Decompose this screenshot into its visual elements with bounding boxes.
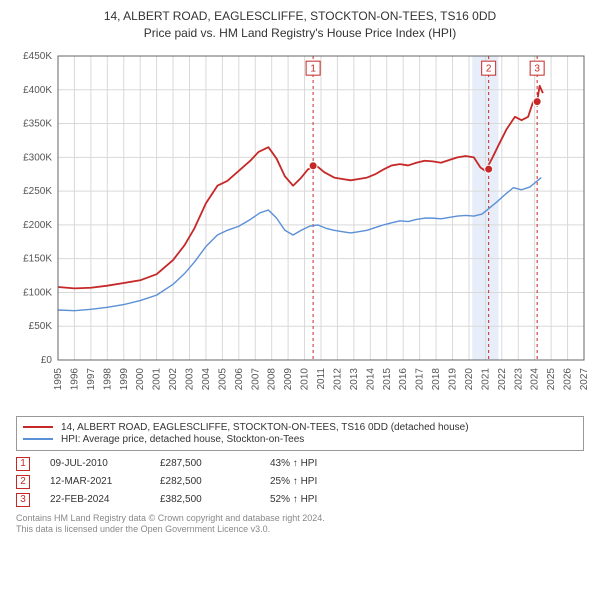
legend-label: 14, ALBERT ROAD, EAGLESCLIFFE, STOCKTON-…	[61, 422, 469, 433]
svg-text:2001: 2001	[152, 367, 163, 390]
svg-text:2027: 2027	[579, 367, 590, 390]
event-marker: 1	[16, 457, 30, 471]
title-block: 14, ALBERT ROAD, EAGLESCLIFFE, STOCKTON-…	[8, 8, 592, 42]
svg-text:£150K: £150K	[23, 253, 52, 264]
chart-area: £0 £50K £100K £150K £200K £250K £300K £350K £400…	[8, 50, 592, 410]
svg-text:2006: 2006	[234, 367, 245, 390]
event-price: £282,500	[160, 476, 270, 487]
event-marker: 2	[16, 475, 30, 489]
svg-text:1998: 1998	[102, 367, 113, 390]
svg-text:2019: 2019	[448, 367, 459, 390]
chart-svg: £0 £50K £100K £150K £200K £250K £300K £350K £400…	[8, 50, 592, 410]
svg-text:2020: 2020	[464, 367, 475, 390]
svg-text:1: 1	[310, 63, 316, 74]
svg-text:£100K: £100K	[23, 287, 52, 298]
event-row: 2 12-MAR-2021£282,50025% ↑ HPI	[16, 475, 584, 489]
svg-text:£450K: £450K	[23, 51, 52, 62]
svg-text:£250K: £250K	[23, 186, 52, 197]
chart-container: 14, ALBERT ROAD, EAGLESCLIFFE, STOCKTON-…	[0, 0, 600, 540]
event-hpi: 52% ↑ HPI	[270, 494, 390, 505]
event-date: 12-MAR-2021	[50, 476, 160, 487]
event-price: £382,500	[160, 494, 270, 505]
svg-text:2018: 2018	[431, 367, 442, 390]
svg-text:2012: 2012	[332, 367, 343, 390]
legend-label: HPI: Average price, detached house, Stoc…	[61, 434, 304, 445]
svg-text:1996: 1996	[69, 367, 80, 390]
event-price: £287,500	[160, 458, 270, 469]
svg-text:2011: 2011	[316, 367, 327, 389]
svg-text:2015: 2015	[382, 367, 393, 390]
svg-text:1999: 1999	[119, 367, 130, 390]
events-table: 1 09-JUL-2010£287,50043% ↑ HPI 2 12-MAR-202…	[16, 457, 584, 507]
svg-text:2003: 2003	[185, 367, 196, 390]
legend-swatch	[23, 438, 53, 440]
svg-text:2010: 2010	[300, 367, 311, 390]
svg-text:2026: 2026	[563, 367, 574, 390]
event-row: 3 22-FEB-2024£382,50052% ↑ HPI	[16, 493, 584, 507]
svg-text:2008: 2008	[267, 367, 278, 390]
svg-text:2: 2	[486, 63, 492, 74]
svg-text:£300K: £300K	[23, 152, 52, 163]
svg-text:2016: 2016	[398, 367, 409, 390]
footer-line-1: Contains HM Land Registry data © Crown c…	[16, 513, 584, 525]
svg-text:£0: £0	[41, 355, 53, 366]
svg-text:2024: 2024	[530, 367, 541, 390]
footer-line-2: This data is licensed under the Open Gov…	[16, 524, 584, 536]
svg-text:2013: 2013	[349, 367, 360, 390]
legend-swatch	[23, 426, 53, 428]
legend-row: HPI: Average price, detached house, Stoc…	[23, 434, 577, 445]
event-hpi: 43% ↑ HPI	[270, 458, 390, 469]
svg-text:£350K: £350K	[23, 118, 52, 129]
svg-text:2002: 2002	[168, 367, 179, 390]
svg-text:2021: 2021	[480, 367, 491, 390]
event-row: 1 09-JUL-2010£287,50043% ↑ HPI	[16, 457, 584, 471]
event-date: 09-JUL-2010	[50, 458, 160, 469]
title-line-1: 14, ALBERT ROAD, EAGLESCLIFFE, STOCKTON-…	[8, 8, 592, 25]
svg-text:2022: 2022	[497, 367, 508, 390]
svg-text:1997: 1997	[86, 367, 97, 390]
svg-text:2000: 2000	[135, 367, 146, 390]
svg-text:2017: 2017	[415, 367, 426, 390]
legend-row: 14, ALBERT ROAD, EAGLESCLIFFE, STOCKTON-…	[23, 422, 577, 433]
footer-attribution: Contains HM Land Registry data © Crown c…	[16, 513, 584, 536]
event-hpi: 25% ↑ HPI	[270, 476, 390, 487]
event-date: 22-FEB-2024	[50, 494, 160, 505]
svg-text:2014: 2014	[365, 367, 376, 390]
svg-text:£50K: £50K	[29, 321, 53, 332]
legend: 14, ALBERT ROAD, EAGLESCLIFFE, STOCKTON-…	[16, 416, 584, 451]
svg-text:2004: 2004	[201, 367, 212, 390]
svg-text:3: 3	[534, 63, 540, 74]
svg-text:£200K: £200K	[23, 219, 52, 230]
svg-text:2025: 2025	[546, 367, 557, 390]
title-line-2: Price paid vs. HM Land Registry's House …	[8, 25, 592, 42]
svg-text:2009: 2009	[283, 367, 294, 390]
svg-text:2005: 2005	[217, 367, 228, 390]
event-marker: 3	[16, 493, 30, 507]
svg-text:1995: 1995	[53, 367, 64, 390]
svg-text:£400K: £400K	[23, 84, 52, 95]
svg-text:2007: 2007	[250, 367, 261, 390]
svg-text:2023: 2023	[513, 367, 524, 390]
